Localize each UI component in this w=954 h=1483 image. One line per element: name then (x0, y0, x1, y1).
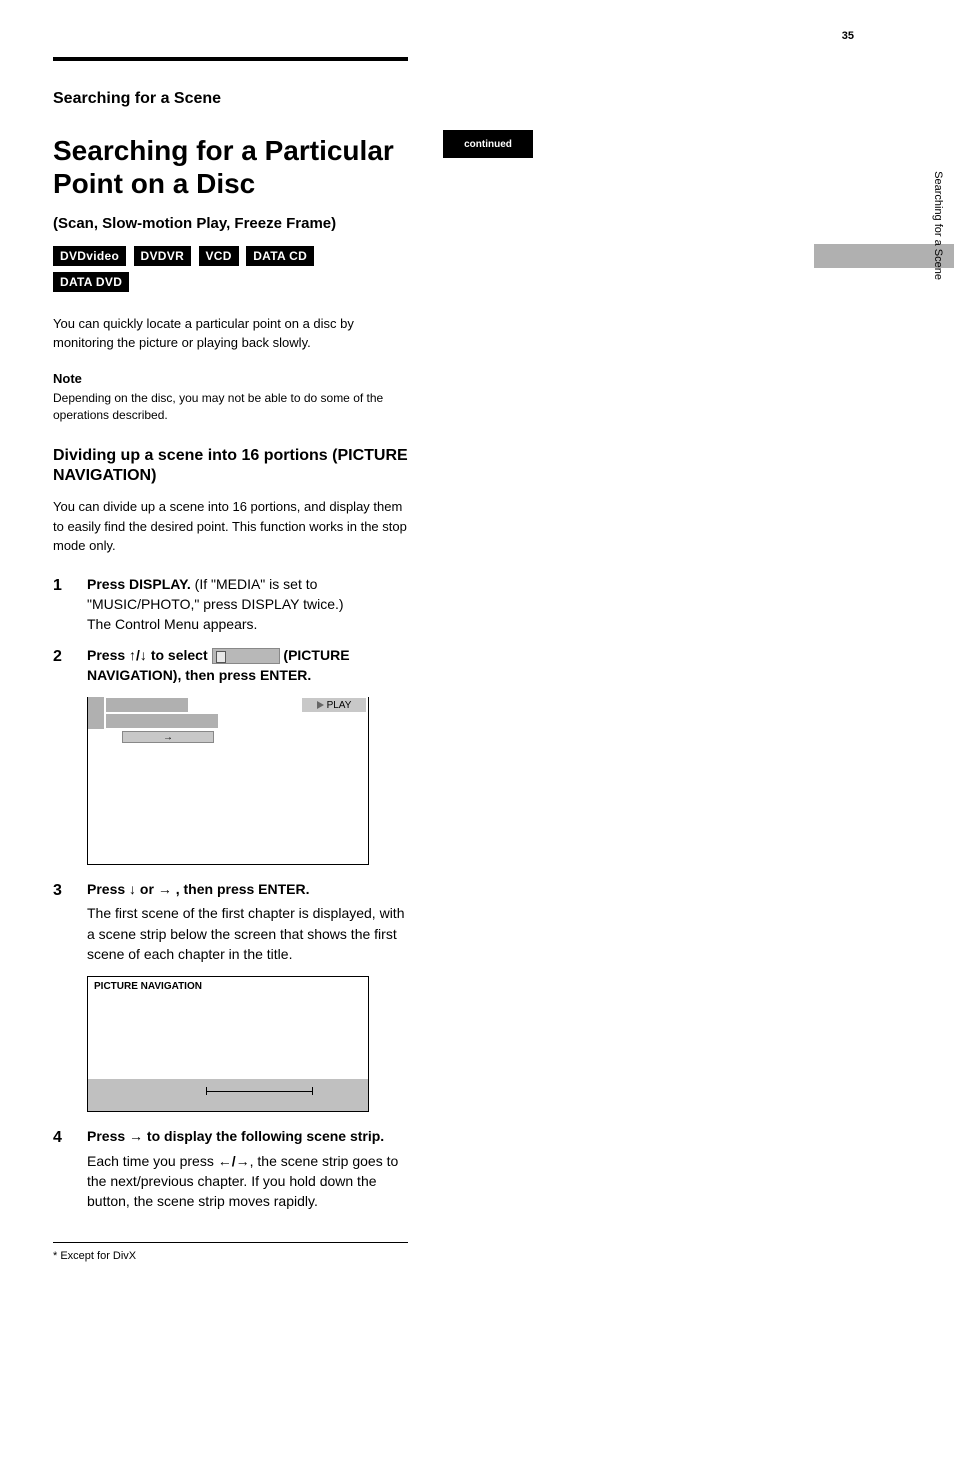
step-1-num: 1 (53, 574, 87, 635)
side-label: Searching for a Scene (932, 171, 944, 280)
page-number: 35 (842, 30, 854, 42)
picture-nav-box: PICTURE NAVIGATION (87, 976, 369, 1112)
right-arrow-step4-icon: → (129, 1128, 143, 1144)
step-2-num: 2 (53, 645, 87, 686)
step-1: 1 Press DISPLAY. (If "MEDIA" is set to "… (53, 574, 408, 635)
note-text: Depending on the disc, you may not be ab… (53, 390, 408, 424)
footnote: * Except for DivX (53, 1249, 408, 1264)
note-heading: Note (53, 371, 408, 386)
cm-sub-field: → (122, 731, 214, 743)
step-3-bold-b: , then press ENTER. (172, 881, 310, 897)
badge-dvdvr: DVDVR (134, 246, 192, 266)
badge-datadvd: DATA DVD (53, 272, 129, 292)
play-triangle-icon (317, 701, 324, 709)
step-4-body: Press → to display the following scene s… (87, 1126, 408, 1211)
control-menu-diagram: PLAY → (87, 697, 371, 865)
control-menu-box: PLAY → (87, 697, 369, 865)
step-4: 4 Press → to display the following scene… (53, 1126, 408, 1211)
picnav-heading: Dividing up a scene into 16 portions (PI… (53, 446, 408, 488)
cm-row-2 (88, 713, 368, 729)
step-2-bold-a: Press (87, 647, 129, 663)
cm-field-1 (106, 698, 188, 712)
leftright-arrows-icon: ←/→ (218, 1153, 250, 1169)
strip-dash (206, 1091, 312, 1092)
play-label: PLAY (327, 700, 352, 711)
main-title: Searching for a Particular Point on a Di… (53, 134, 408, 201)
right-arrow-icon: → (163, 732, 173, 743)
step-4-bold-b: to display the following scene strip. (143, 1128, 384, 1144)
step-3-normal: The first scene of the first chapter is … (87, 903, 408, 964)
step-3-bold-a: Press (87, 881, 129, 897)
badge-vcd: VCD (199, 246, 239, 266)
cm-tab-1 (88, 697, 104, 713)
step-2-body: Press ↑/↓ to select (PICTURE NAVIGATION)… (87, 645, 408, 686)
step-2: 2 Press ↑/↓ to select (PICTURE NAVIGATIO… (53, 645, 408, 686)
badge-dvdvideo: DVDvideo (53, 246, 126, 266)
step-1-bold: Press DISPLAY. (87, 576, 191, 592)
footnote-rule (53, 1242, 408, 1243)
step-4-normal-a: Each time you press (87, 1153, 218, 1169)
down-right-arrows-icon: ↓ or → (129, 881, 172, 897)
step-1-body: Press DISPLAY. (If "MEDIA" is set to "MU… (87, 574, 408, 635)
picture-nav-title: PICTURE NAVIGATION (94, 981, 202, 992)
section-heading: Searching for a Scene (53, 89, 408, 110)
step-3-num: 3 (53, 879, 87, 964)
badge-datacd: DATA CD (246, 246, 314, 266)
continued-badge: continued (443, 130, 533, 158)
picnav-menu-icon (212, 648, 280, 664)
badge-row-2: DATA DVD (53, 272, 408, 292)
strip-tick-end (312, 1087, 313, 1095)
step-4-normal: Each time you press ←/→, the scene strip… (87, 1151, 408, 1212)
step-3: 3 Press ↓ or → , then press ENTER. The f… (53, 879, 408, 964)
scene-strip (88, 1079, 368, 1111)
heading-rule (53, 57, 408, 61)
main-column: Searching for a Scene Searching for a Pa… (53, 57, 408, 1264)
play-indicator: PLAY (302, 698, 366, 712)
step-4-num: 4 (53, 1126, 87, 1211)
updown-arrows-icon: ↑/↓ (129, 647, 147, 663)
badge-row-1: DVDvideo DVDVR VCD DATA CD (53, 246, 408, 266)
step-3-body: Press ↓ or → , then press ENTER. The fir… (87, 879, 408, 964)
cm-tab-2 (88, 713, 104, 729)
picture-nav-diagram: PICTURE NAVIGATION (87, 976, 371, 1112)
step-4-bold-a: Press (87, 1128, 129, 1144)
subtitle: (Scan, Slow-motion Play, Freeze Frame) (53, 215, 408, 232)
cm-field-2 (106, 714, 218, 728)
intro-text: You can quickly locate a particular poin… (53, 314, 408, 353)
picnav-intro: You can divide up a scene into 16 portio… (53, 497, 408, 556)
step-2-bold-b: to select (147, 647, 212, 663)
